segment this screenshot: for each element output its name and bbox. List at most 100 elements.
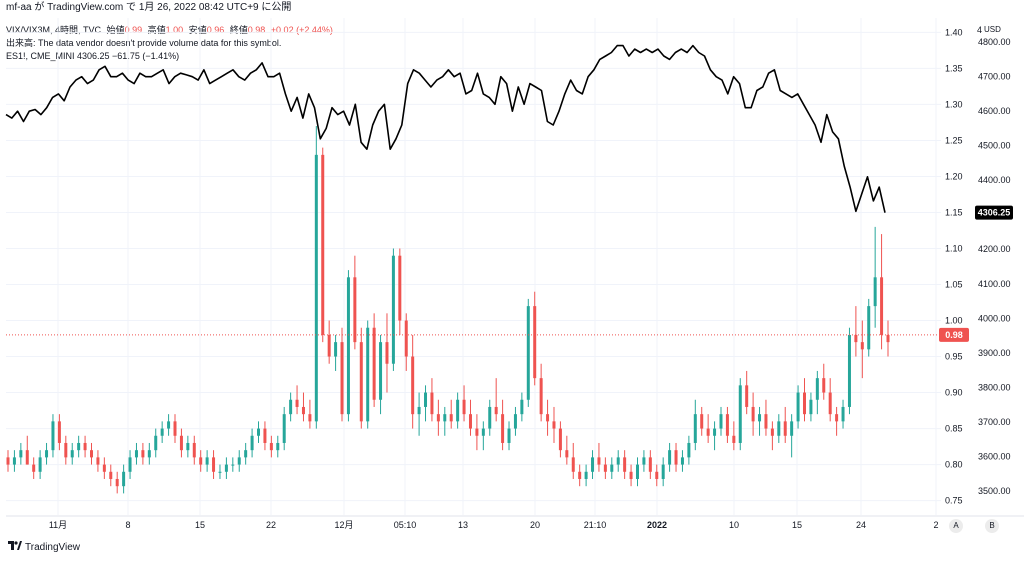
candle-up xyxy=(867,306,871,350)
candle-down xyxy=(83,442,87,451)
candle-up xyxy=(847,334,851,407)
high-value: 1.00 xyxy=(165,25,184,35)
candle-down xyxy=(533,306,537,379)
left-scale-tick-label: 0.95 xyxy=(945,352,963,362)
left-scale-tick-label: 1.35 xyxy=(945,63,963,73)
candle-down xyxy=(192,442,196,458)
left-scale-tick-label: 0.85 xyxy=(945,424,963,434)
candle-up xyxy=(693,414,697,443)
time-axis-tick-label: 12月 xyxy=(334,520,353,530)
time-axis-tick-label: 21:10 xyxy=(584,520,607,530)
candle-up xyxy=(391,255,395,364)
time-axis-tick-label: 13 xyxy=(458,520,468,530)
candle-up xyxy=(51,421,55,451)
right-scale-tick-label: 4200.00 xyxy=(978,244,1011,254)
candle-up xyxy=(488,406,492,429)
candle-down xyxy=(90,450,94,458)
open-value: 0.99 xyxy=(124,25,143,35)
candle-down xyxy=(96,457,100,465)
candle-up xyxy=(661,464,665,479)
candle-down xyxy=(565,450,569,458)
candle-down xyxy=(706,428,710,436)
tradingview-logo-icon[interactable] xyxy=(8,541,22,555)
candle-down xyxy=(745,385,749,407)
candle-down xyxy=(212,457,216,472)
candle-up xyxy=(584,471,588,479)
legend-main-series[interactable]: VIX/VIX3M, 4時間, TVC 始値0.99 高値1.00 安値0.96… xyxy=(6,24,336,37)
left-scale-tick-label: 1.05 xyxy=(945,280,963,290)
candle-down xyxy=(404,320,408,357)
candle-down xyxy=(102,464,106,472)
candle-up xyxy=(507,428,511,443)
left-scale-tick-label: 0.80 xyxy=(945,460,963,470)
legend: VIX/VIX3M, 4時間, TVC 始値0.99 高値1.00 安値0.96… xyxy=(6,24,336,63)
left-scale-tick-label: 1.15 xyxy=(945,207,963,217)
time-axis-tick-label: 15 xyxy=(792,520,802,530)
currency-label[interactable]: USD xyxy=(984,25,1001,34)
candle-up xyxy=(218,471,222,473)
right-scale-tick-label: 3800.00 xyxy=(978,382,1011,392)
right-scale-partial-tick: 4 xyxy=(977,25,982,35)
candle-down xyxy=(57,421,61,443)
candle-down xyxy=(597,457,601,465)
candle-down xyxy=(578,471,582,479)
candle-up xyxy=(167,421,171,429)
candle-down xyxy=(468,414,472,429)
right-scale-tick-label: 3600.00 xyxy=(978,451,1011,461)
es-line-path xyxy=(5,44,886,213)
candle-down xyxy=(308,414,312,422)
candle-down xyxy=(141,450,145,458)
legend-volume-note: 出来高: The data vendor doesn't provide vol… xyxy=(6,37,336,50)
candle-down xyxy=(552,421,556,429)
log-scale-badge[interactable]: B xyxy=(985,519,999,533)
left-scale-tick-label: 0.75 xyxy=(945,496,963,506)
axes: 1.40 1.35 1.30 1.25 1.20 1.15 1.10 1.05 1.00 0.95… xyxy=(6,25,1024,530)
candle-up xyxy=(417,406,421,415)
candle-up xyxy=(154,435,158,451)
candle-up xyxy=(231,464,235,466)
candle-up xyxy=(687,442,691,458)
candle-up xyxy=(443,414,447,422)
candle-down xyxy=(700,414,704,429)
footer-brand: TradingView xyxy=(25,542,81,553)
auto-scale-badge[interactable]: A xyxy=(949,519,963,533)
candle-down xyxy=(623,457,627,472)
candle-down xyxy=(25,450,29,465)
legend-overlay-series[interactable]: ES1!, CME_MINI 4306.25 −61.75 (−1.41%) xyxy=(6,50,336,63)
candle-down xyxy=(629,471,633,479)
time-axis-tick-label: 15 xyxy=(195,520,205,530)
candle-down xyxy=(6,457,10,465)
candle-down xyxy=(764,414,768,429)
grid-lines xyxy=(6,18,941,515)
candle-up xyxy=(38,457,42,472)
candle-up xyxy=(481,428,485,436)
right-scale-tick-label: 4500.00 xyxy=(978,141,1011,151)
candle-up xyxy=(70,450,74,458)
time-axis-tick-label: 2022 xyxy=(647,520,667,530)
right-scale-tick-label: 4800.00 xyxy=(978,37,1011,47)
candle-up xyxy=(790,421,794,436)
chart-attribution: mf-aa が TradingView.com で 1月 26, 2022 08… xyxy=(0,0,1024,16)
candle-down xyxy=(32,464,36,472)
candle-up xyxy=(841,406,845,422)
time-axis-tick-label: 20 xyxy=(530,520,540,530)
candle-down xyxy=(436,414,440,422)
candle-up xyxy=(366,327,370,422)
current-ratio-label-bg xyxy=(939,327,969,342)
time-axis-tick-label: 22 xyxy=(266,520,276,530)
low-label: 安値 xyxy=(188,25,207,35)
high-label: 高値 xyxy=(147,25,166,35)
candle-down xyxy=(385,342,389,364)
candle-down xyxy=(321,154,325,335)
current-ratio-label: 0.98 xyxy=(945,330,963,340)
candle-up xyxy=(873,277,877,307)
candle-down xyxy=(179,435,183,451)
candle-down xyxy=(835,414,839,422)
candle-down xyxy=(359,342,363,422)
time-axis-tick-label: 10 xyxy=(729,520,739,530)
price-chart[interactable]: 1.40 1.35 1.30 1.25 1.20 1.15 1.10 1.05 1.00 0.95… xyxy=(0,18,1024,540)
candle-down xyxy=(263,428,267,443)
candle-up xyxy=(224,464,228,472)
low-value: 0.96 xyxy=(206,25,225,35)
time-axis-tick-label: 24 xyxy=(856,520,866,530)
